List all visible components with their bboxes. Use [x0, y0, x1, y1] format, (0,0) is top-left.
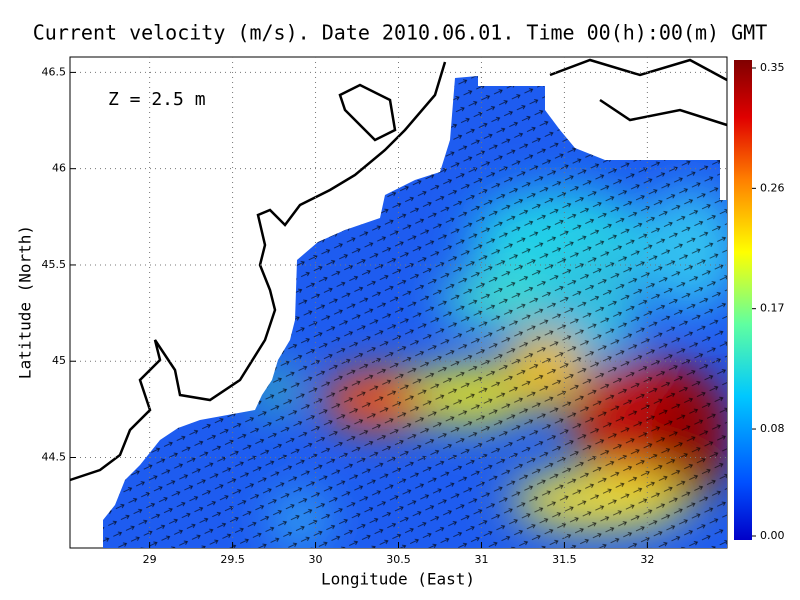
colorbar-tick-label: 0.08	[760, 422, 785, 435]
colorbar-tick-label: 0.00	[760, 529, 785, 542]
colorbar	[734, 60, 752, 540]
coastline	[69, 58, 728, 482]
y-tick-label: 45.5	[42, 258, 67, 271]
y-tick-label: 45	[52, 354, 66, 367]
x-tick-label: 29	[143, 553, 157, 566]
title: Current velocity (m/s). Date 2010.06.01.…	[33, 21, 768, 45]
annotation: Z = 2.5 m	[108, 89, 206, 110]
x-axis-label: Longitude (East)	[321, 570, 475, 589]
y-tick-label: 46	[52, 162, 66, 175]
colorbar-tick-label: 0.17	[760, 302, 785, 315]
x-tick-label: 32	[640, 553, 654, 566]
x-tick-label: 30.5	[386, 553, 411, 566]
y-tick-label: 46.5	[42, 65, 67, 78]
x-tick-label: 30	[309, 553, 323, 566]
x-tick-label: 29.5	[220, 553, 245, 566]
x-tick-label: 31	[474, 553, 488, 566]
colorbar-tick-label: 0.26	[760, 181, 785, 194]
y-axis-label: Latitude (North)	[16, 225, 35, 379]
y-tick-label: 44.5	[42, 451, 67, 464]
colorbar-tick-label: 0.35	[760, 61, 785, 74]
x-tick-label: 31.5	[552, 553, 577, 566]
